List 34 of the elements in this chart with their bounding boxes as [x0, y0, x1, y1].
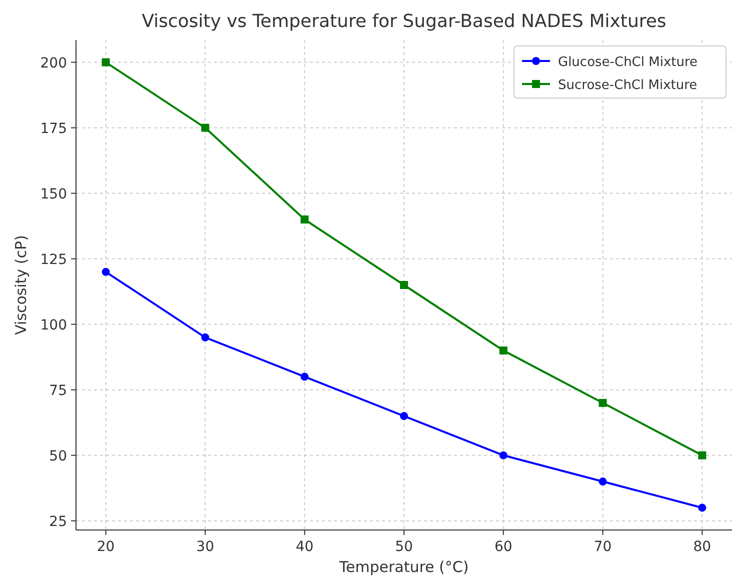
point: [499, 346, 508, 355]
point: [598, 398, 607, 407]
point: [201, 333, 210, 342]
y-axis-title: Viscosity (cP): [12, 235, 30, 335]
point: [698, 451, 706, 460]
legend-label: Glucose-ChCl Mixture: [558, 55, 698, 70]
x-tick-label: 60: [494, 539, 512, 555]
y-tick-label: 75: [49, 382, 67, 399]
point: [400, 412, 408, 420]
point: [300, 215, 309, 224]
y-tick-label: 25: [49, 514, 67, 530]
point: [201, 124, 210, 132]
x-axis-title: Temperature (°C): [338, 558, 469, 576]
point: [300, 372, 309, 381]
point: [598, 478, 607, 486]
x-tick-label: 20: [96, 539, 115, 555]
point: [400, 281, 408, 289]
x-tick-label: 40: [296, 539, 314, 555]
point: [102, 268, 110, 276]
y-tick-label: 125: [40, 252, 67, 268]
legend-label: Sucrose-ChCl Mixture: [558, 78, 698, 93]
point: [499, 451, 508, 460]
y-tick-label: 100: [40, 317, 67, 334]
point: [102, 58, 110, 66]
y-tick-label: 50: [49, 448, 67, 464]
x-tick-label: 50: [395, 539, 413, 555]
point: [698, 504, 706, 512]
y-tick-label: 175: [40, 120, 67, 137]
y-tick-label: 150: [40, 186, 67, 202]
x-tick-label: 70: [594, 539, 612, 555]
x-tick-label: 30: [196, 539, 214, 555]
chart-title: Viscosity vs Temperature for Sugar-Based NADES Mixtures: [142, 11, 666, 32]
y-tick-label: 200: [40, 55, 67, 72]
x-tick-label: 80: [693, 539, 712, 555]
